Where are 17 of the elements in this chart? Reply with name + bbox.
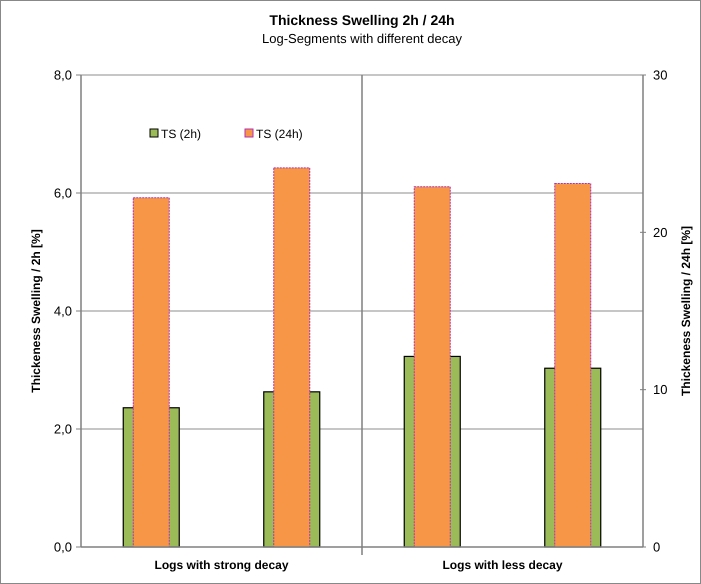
y-tick-label: 4,0: [54, 304, 72, 319]
legend-label: TS (24h): [256, 127, 303, 142]
y2-tick-label: 30: [653, 68, 668, 83]
y-axis-title: Thickeness Swelling / 2h [%]: [29, 229, 43, 393]
text: Logs with strong decay: [154, 558, 289, 572]
y2-tick-label: 20: [653, 224, 668, 240]
y2-tick-label: 10: [653, 382, 668, 398]
legend-label: TS (2h): [161, 127, 202, 142]
y-tick-label: 0,0: [54, 540, 72, 555]
chart-title: Thickness Swelling 2h / 24h: [269, 12, 455, 28]
y2-tick-label: 0: [653, 540, 660, 555]
y2-axis-title: Thickeness Swelling / 24h [%]: [679, 226, 693, 396]
text: Logs with less decay: [442, 558, 563, 572]
y-tick-label: 6,0: [54, 186, 72, 201]
y-tick-label: 8,0: [54, 68, 72, 83]
y-tick-label: 2,0: [54, 422, 72, 437]
chart-subtitle: Log-Segments with different decay: [262, 31, 462, 46]
